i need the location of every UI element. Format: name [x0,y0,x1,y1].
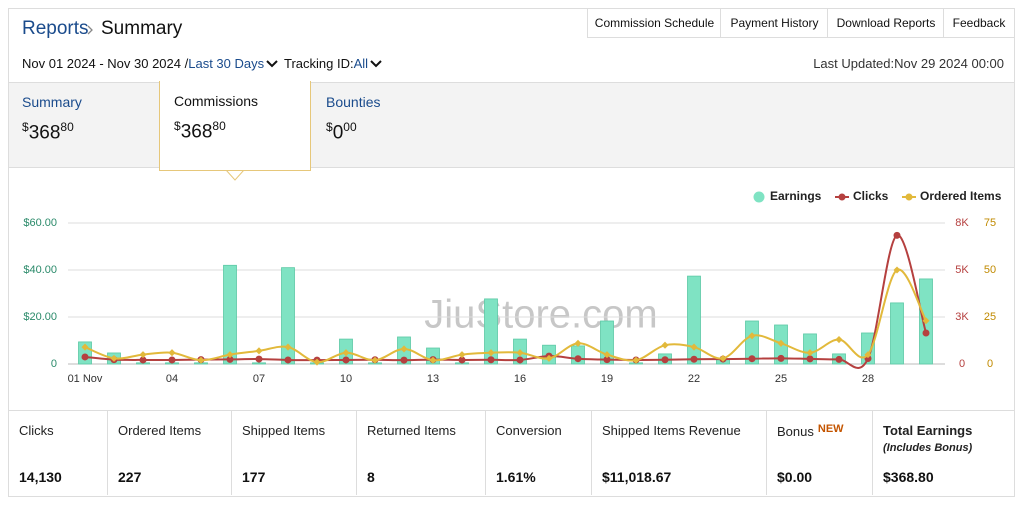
stat-cell: Total Earnings (Includes Bonus) $368.80 [873,410,1013,495]
stat-cell: Conversion 1.61% [486,410,592,495]
breadcrumb-current: Summary [101,18,183,39]
date-range: Nov 01 2024 - Nov 30 2024 / [22,56,189,71]
commission-schedule-button[interactable]: Commission Schedule [587,8,722,38]
stat-value: $0.00 [777,469,813,485]
stat-value: 8 [367,469,375,485]
range-preset: Last 30 Days [188,56,265,71]
amount-fraction: 00 [343,120,357,134]
payment-history-button[interactable]: Payment History [720,8,829,38]
stat-label: Conversion [496,423,562,438]
stat-label: Shipped Items Revenue [602,423,741,438]
stat-value: 1.61% [496,469,536,485]
stat-label-text: Conversion [496,423,562,438]
stat-cell: Returned Items 8 [357,410,486,495]
stats-row [9,410,1014,497]
tab-amount: $000 [326,120,357,144]
stat-label: Shipped Items [242,423,325,438]
breadcrumb-link[interactable]: Reports [22,18,89,39]
tab-label: Bounties [326,94,381,110]
stat-cell: Ordered Items 227 [108,410,232,495]
amount-fraction: 80 [212,119,226,133]
stat-note: (Includes Bonus) [883,442,973,454]
stat-label-text: Total Earnings [883,423,973,438]
stat-label: Ordered Items [118,423,201,438]
amount-fraction: 80 [60,120,74,134]
new-badge: NEW [817,423,844,435]
stat-label-text: Bonus [777,424,814,439]
stat-value: 14,130 [19,469,62,485]
tab-label: Commissions [174,93,259,109]
stat-label-text: Ordered Items [118,423,202,438]
tab-amount: $36880 [22,120,74,144]
stat-label-text: Clicks [19,423,54,438]
stat-label: Returned Items [367,423,456,438]
stat-value: 177 [242,469,266,485]
stat-cell: Shipped Items Revenue $11,018.67 [592,410,767,495]
date-range-selector[interactable]: Nov 01 2024 - Nov 30 2024 /Last 30 Days [22,56,278,71]
stat-cell: Bonus NEW $0.00 [767,410,873,495]
stat-value: $11,018.67 [602,469,672,485]
stat-cell: Shipped Items 177 [232,410,357,495]
last-updated: Last Updated:Nov 29 2024 00:00 [813,56,1004,71]
tracking-label: Tracking ID: [284,56,354,71]
currency: $ [22,120,29,134]
stat-label: Total Earnings (Includes Bonus) [883,423,972,454]
frame [8,8,1015,497]
tab[interactable]: Summary $36880 [8,82,158,170]
stat-label-text: Shipped Items [242,423,326,438]
stat-value: 227 [118,469,142,485]
currency: $ [326,120,333,134]
feedback-button[interactable]: Feedback [943,8,1015,38]
amount-whole: 0 [332,122,344,144]
download-reports-button[interactable]: Download Reports [827,8,945,38]
amount-whole: 368 [180,121,213,143]
tab-label: Summary [22,94,82,110]
dropdown-icon [370,60,382,68]
stat-label-text: Shipped Items Revenue [602,423,741,438]
stat-label: Bonus NEW [777,423,844,439]
currency: $ [174,119,181,133]
stat-label: Clicks [19,423,54,438]
stat-label-text: Returned Items [367,423,456,438]
dropdown-icon [266,60,278,68]
stat-cell: Clicks 14,130 [9,410,108,495]
breadcrumb-separator [87,25,93,35]
tracking-selector[interactable]: Tracking ID:All [284,56,382,71]
tracking-value: All [353,56,369,71]
tab[interactable]: Bounties $000 [312,82,462,170]
tab-amount: $36880 [174,119,226,143]
stat-value: $368.80 [883,469,934,485]
amount-whole: 368 [28,122,61,144]
tab[interactable]: Commissions $36880 [159,81,311,171]
